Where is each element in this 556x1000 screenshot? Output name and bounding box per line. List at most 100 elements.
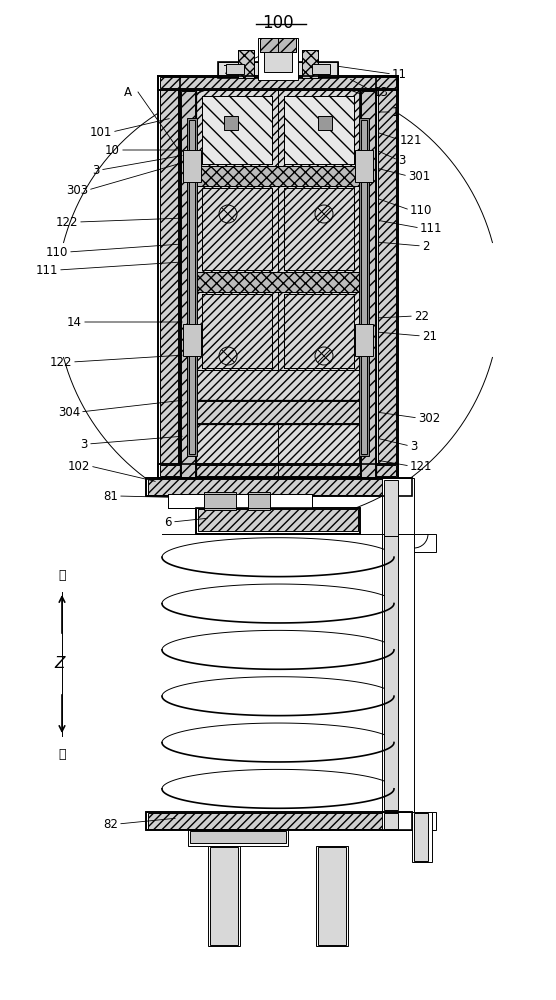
Bar <box>312 64 330 74</box>
Bar <box>248 492 270 510</box>
Bar <box>355 324 373 356</box>
Bar <box>202 294 272 368</box>
Bar <box>196 370 360 400</box>
Bar <box>302 50 318 78</box>
Bar <box>180 90 196 478</box>
Bar <box>183 324 201 356</box>
Bar <box>378 78 396 476</box>
Bar <box>148 479 410 495</box>
Bar <box>218 62 338 78</box>
Text: 302: 302 <box>418 412 440 424</box>
Bar <box>190 831 286 843</box>
Text: 1: 1 <box>392 105 400 118</box>
Bar <box>316 846 348 946</box>
Bar <box>359 118 369 456</box>
Bar <box>158 464 398 478</box>
Bar <box>188 830 288 846</box>
Bar <box>202 188 272 270</box>
Bar <box>158 76 180 478</box>
Bar <box>224 116 238 130</box>
Text: 100: 100 <box>262 14 294 32</box>
Bar <box>260 38 296 52</box>
Bar <box>160 78 178 476</box>
Bar <box>158 464 398 478</box>
Bar <box>202 96 272 164</box>
Text: 110: 110 <box>46 245 68 258</box>
Bar <box>284 294 354 368</box>
Text: 121: 121 <box>400 133 423 146</box>
Bar <box>284 188 354 270</box>
Bar <box>258 38 298 80</box>
Bar <box>318 116 332 130</box>
Bar <box>204 492 236 510</box>
Bar <box>376 76 398 478</box>
Bar <box>146 478 412 496</box>
Bar <box>202 294 272 368</box>
Bar <box>168 494 312 508</box>
Text: 3: 3 <box>398 153 405 166</box>
Bar <box>196 272 360 292</box>
Bar <box>384 536 398 550</box>
Text: A: A <box>124 86 132 99</box>
Bar <box>284 294 354 368</box>
Bar <box>187 118 197 456</box>
Bar <box>196 370 360 400</box>
Bar <box>260 38 296 52</box>
Bar <box>146 812 412 830</box>
Bar <box>202 188 272 270</box>
Text: 102: 102 <box>68 460 90 473</box>
Text: 22: 22 <box>414 310 429 322</box>
Bar <box>414 813 428 861</box>
Bar <box>190 400 366 424</box>
Text: 10: 10 <box>105 143 120 156</box>
Bar <box>384 813 398 829</box>
Text: 121: 121 <box>410 460 433 473</box>
Bar <box>226 64 244 74</box>
Text: 301: 301 <box>408 169 430 182</box>
Text: 304: 304 <box>58 406 80 418</box>
Bar <box>196 90 360 478</box>
Bar <box>382 478 414 542</box>
Bar <box>160 77 396 88</box>
Bar <box>196 90 360 478</box>
Bar <box>361 120 367 454</box>
Text: 上: 上 <box>58 569 66 582</box>
Text: 6: 6 <box>165 516 172 528</box>
Bar <box>190 400 366 424</box>
Bar <box>146 478 412 496</box>
Bar <box>302 50 318 78</box>
Bar <box>202 96 272 164</box>
Bar <box>191 401 365 423</box>
Text: 81: 81 <box>103 489 118 502</box>
Text: 82: 82 <box>103 818 118 830</box>
Bar <box>208 846 240 946</box>
Bar <box>196 508 360 534</box>
Text: 110: 110 <box>410 204 433 217</box>
Text: 122: 122 <box>49 356 72 368</box>
Bar <box>160 465 396 476</box>
Text: 21: 21 <box>422 330 437 342</box>
Bar <box>196 166 360 186</box>
Bar <box>198 509 358 531</box>
Bar <box>360 90 376 478</box>
Text: Z: Z <box>54 656 65 672</box>
Bar <box>196 272 360 292</box>
Bar <box>238 50 254 78</box>
Bar <box>158 76 398 90</box>
Bar <box>284 96 354 164</box>
Bar <box>384 480 398 540</box>
Bar <box>318 847 346 945</box>
Text: 3: 3 <box>410 440 418 452</box>
Text: 13: 13 <box>374 86 389 99</box>
Bar <box>264 52 292 72</box>
Text: 3: 3 <box>81 438 88 450</box>
Bar <box>158 76 180 478</box>
Text: 303: 303 <box>66 184 88 196</box>
Text: 2: 2 <box>422 239 429 252</box>
Bar <box>361 91 375 477</box>
Bar <box>382 534 436 552</box>
Text: 11: 11 <box>392 68 407 81</box>
Bar <box>355 150 373 182</box>
Bar <box>181 91 195 477</box>
Bar <box>382 534 414 812</box>
